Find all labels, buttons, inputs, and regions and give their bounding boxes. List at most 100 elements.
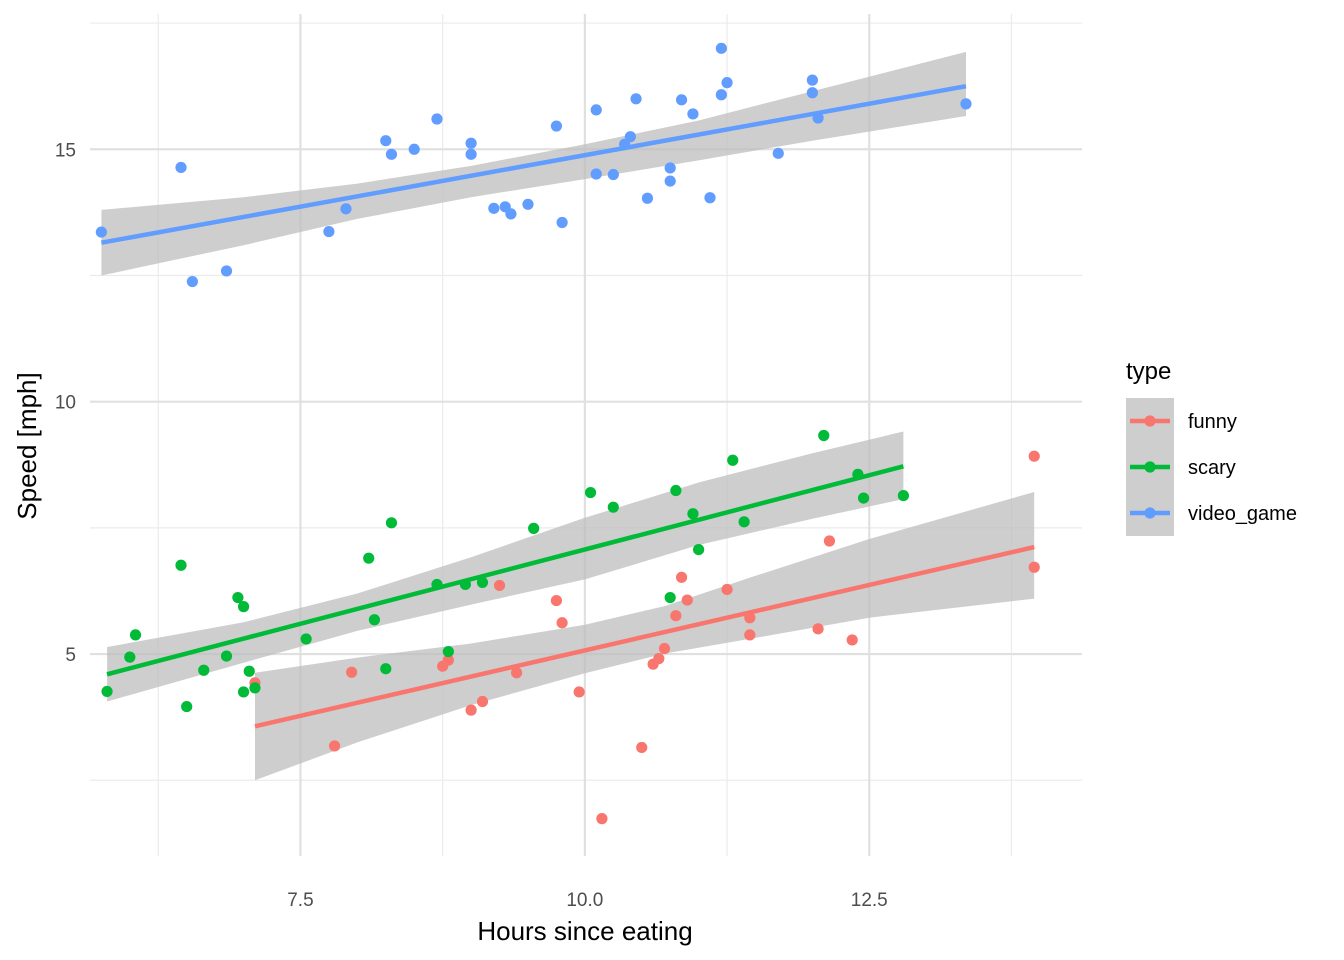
data-point-scary	[584, 486, 597, 499]
data-point-scary	[175, 559, 187, 571]
data-point-video_game	[465, 148, 477, 160]
data-point-video_game	[186, 275, 198, 288]
data-point-scary	[237, 601, 250, 613]
data-point-video_game	[522, 198, 534, 210]
data-point-funny	[556, 617, 568, 629]
legend-label: video_game	[1188, 503, 1297, 525]
x-axis-title: Hours since eating	[477, 916, 692, 946]
y-axis-title: Speed [mph]	[12, 372, 42, 519]
data-point-video_game	[630, 93, 642, 105]
data-point-scary	[459, 578, 472, 591]
data-point-video_game	[175, 161, 187, 174]
grid-lines	[90, 14, 1082, 856]
data-point-video_game	[220, 265, 233, 277]
data-point-funny	[823, 535, 836, 547]
legend-label: funny	[1188, 411, 1237, 433]
data-point-scary	[237, 686, 250, 698]
data-point-scary	[181, 700, 193, 713]
tick-labels: 7.5 10.0 12.5 5 10 15	[55, 140, 888, 911]
data-point-funny	[636, 741, 648, 754]
data-point-scary	[431, 578, 443, 591]
y-tick-label: 10	[55, 393, 76, 414]
data-point-funny	[476, 695, 489, 708]
data-point-video_game	[340, 203, 352, 215]
data-point-scary	[129, 629, 142, 641]
legend-key-point	[1144, 415, 1156, 427]
data-point-video_game	[812, 112, 824, 124]
data-point-video_game	[704, 192, 716, 204]
data-point-scary	[385, 517, 398, 529]
data-point-funny	[346, 666, 358, 678]
data-point-video_game	[505, 208, 517, 220]
data-point-scary	[738, 516, 750, 528]
data-point-funny	[681, 594, 693, 606]
legend-label: scary	[1188, 457, 1236, 479]
data-point-video_game	[607, 168, 619, 181]
data-point-video_game	[385, 148, 398, 160]
data-point-scary	[442, 645, 454, 658]
data-point-funny	[846, 634, 858, 646]
fit-line-funny	[254, 544, 1035, 729]
data-point-scary	[368, 614, 381, 626]
data-point-scary	[727, 454, 739, 466]
data-point-video_game	[664, 175, 676, 187]
data-point-funny	[573, 686, 585, 698]
data-point-scary	[101, 685, 113, 698]
data-point-video_game	[488, 202, 500, 214]
data-points	[95, 42, 1040, 825]
data-point-video_game	[687, 108, 699, 120]
data-point-scary	[300, 633, 312, 645]
data-point-scary	[528, 522, 540, 534]
data-point-video_game	[806, 87, 818, 99]
data-point-video_game	[715, 42, 727, 54]
data-point-funny	[658, 642, 671, 655]
data-point-scary	[380, 663, 392, 675]
legend-title: type	[1126, 358, 1171, 385]
data-point-scary	[249, 682, 261, 694]
data-point-video_game	[95, 226, 107, 238]
data-point-funny	[328, 740, 341, 752]
data-point-funny	[1028, 561, 1040, 573]
data-point-scary	[818, 429, 830, 442]
data-point-scary	[687, 508, 699, 520]
data-point-funny	[721, 583, 733, 596]
fit-lines	[100, 83, 1035, 729]
data-point-scary	[664, 591, 676, 604]
data-point-funny	[1028, 450, 1040, 462]
data-point-funny	[744, 629, 756, 641]
data-point-funny	[442, 654, 454, 666]
data-point-video_game	[715, 89, 727, 101]
x-tick-label: 10.0	[566, 890, 603, 911]
data-point-funny	[465, 704, 477, 716]
data-point-scary	[363, 552, 375, 564]
data-point-funny	[812, 623, 824, 635]
data-point-video_game	[772, 147, 784, 159]
data-point-scary	[607, 501, 619, 513]
data-point-funny	[596, 813, 608, 825]
y-tick-label: 15	[55, 140, 76, 161]
data-point-video_game	[408, 143, 420, 155]
data-point-video_game	[624, 131, 636, 143]
data-point-video_game	[960, 98, 972, 110]
data-point-video_game	[380, 135, 392, 147]
x-tick-label: 7.5	[287, 890, 313, 911]
data-point-scary	[124, 651, 136, 663]
data-point-scary	[198, 664, 210, 676]
data-point-funny	[653, 653, 665, 665]
legend: type funny scary video_game	[1126, 358, 1297, 536]
data-point-video_game	[323, 225, 335, 238]
fit-line-video_game	[100, 83, 967, 245]
data-point-funny	[670, 610, 682, 622]
data-point-video_game	[550, 120, 563, 132]
data-point-scary	[670, 484, 682, 497]
data-point-scary	[232, 591, 244, 604]
data-point-scary	[857, 492, 870, 504]
data-point-funny	[511, 667, 523, 679]
confidence-bands	[101, 51, 1035, 781]
data-point-video_game	[590, 168, 602, 180]
legend-key-point	[1144, 461, 1156, 473]
data-point-funny	[744, 612, 756, 624]
fit-line-scary	[106, 464, 904, 677]
data-point-funny	[675, 571, 688, 583]
